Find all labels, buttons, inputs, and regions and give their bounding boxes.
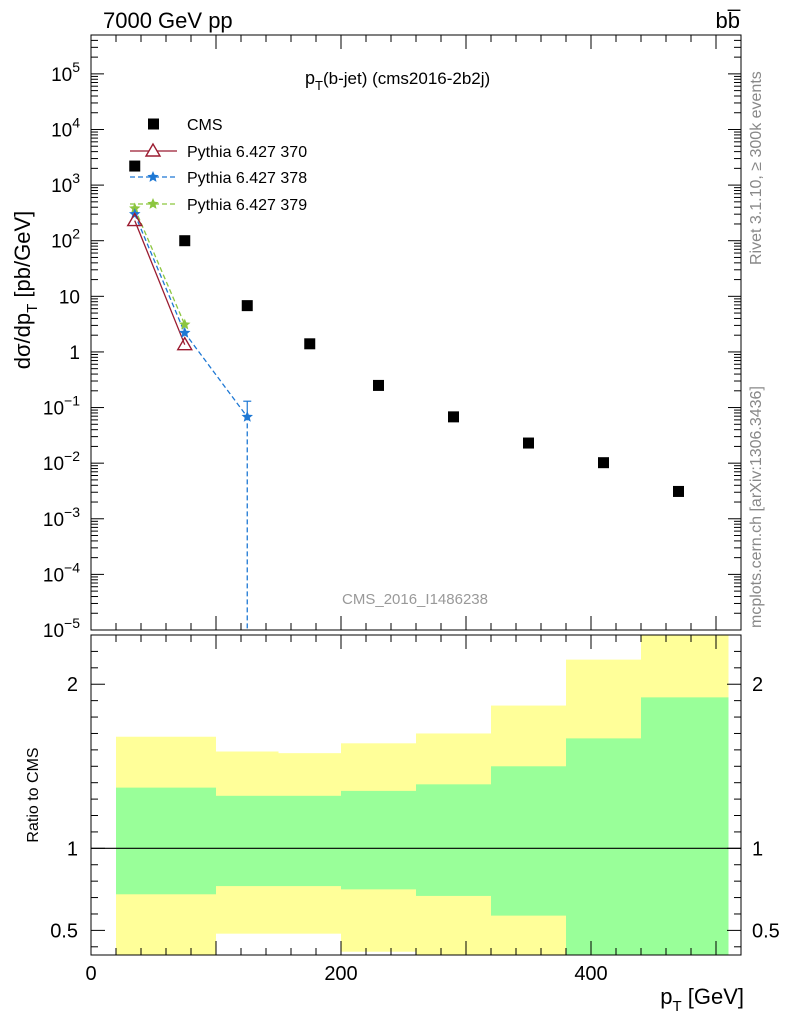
point-378 <box>241 410 253 422</box>
main-panel: 10−5 10−4 10−3 10−2 10−1 1 10 102 103 104 105 pT(b… <box>43 34 742 642</box>
y-tick-label: 10−5 <box>43 615 80 642</box>
main-series-layer <box>126 160 684 630</box>
x-tick-label: 400 <box>574 963 607 985</box>
ratio-panel: 2 2 1 1 0.5 0.5 0 200 400 Ratio to CMS <box>25 634 780 985</box>
point-378 <box>179 326 191 338</box>
y-tick-label: 10−2 <box>43 448 80 475</box>
y-tick-label: 10−1 <box>43 393 80 420</box>
energy-label: 7000 GeV pp <box>103 8 233 33</box>
point-cms <box>373 379 384 391</box>
y-tick-label: 10−4 <box>43 559 80 586</box>
legend: CMS Pythia 6.427 370 Pythia 6.427 378 Pythi… <box>130 117 307 214</box>
y-tick-label: 10−3 <box>43 504 80 531</box>
x-axis-label: pT [GeV] <box>660 984 744 1015</box>
point-370 <box>176 336 193 351</box>
legend-marker-370 <box>144 142 162 157</box>
point-cms <box>523 437 534 449</box>
ratio-y-tick-label: 0.5 <box>50 920 78 942</box>
legend-label: Pythia 6.427 379 <box>187 197 307 214</box>
point-cms <box>598 457 609 469</box>
rivet-label: Rivet 3.1.10, ≥ 300k events <box>748 71 765 265</box>
ratio-y-tick-label-right: 2 <box>752 674 763 696</box>
mcplots-label: mcplots.cern.ch [arXiv:1306.3436] <box>748 386 765 628</box>
ratio-bands <box>116 635 729 955</box>
legend-label: CMS <box>187 117 223 134</box>
legend-label: Pythia 6.427 370 <box>187 144 307 161</box>
y-tick-label: 1 <box>69 343 80 364</box>
plot-title: pT(b-jet) (cms2016-2b2j) <box>305 68 490 93</box>
ratio-y-tick-label-right: 1 <box>752 838 763 860</box>
y-tick-label: 103 <box>51 170 80 197</box>
legend-marker-379 <box>147 198 159 209</box>
ratio-band-inner <box>641 697 729 955</box>
ratio-y-label: Ratio to CMS <box>25 747 42 842</box>
point-379 <box>129 202 141 214</box>
ratio-y-axis: 2 2 1 1 0.5 0.5 <box>50 650 780 948</box>
analysis-label: CMS_2016_I1486238 <box>342 591 488 608</box>
y-tick-label: 102 <box>51 226 80 253</box>
y-axis-label: dσ/dpT [pb/GeV] <box>10 211 41 370</box>
point-cms <box>179 235 191 247</box>
ratio-band-inner <box>278 795 341 887</box>
point-cms <box>673 485 684 497</box>
series-line-379 <box>134 208 186 325</box>
series-line-370 <box>134 220 186 345</box>
point-379 <box>179 318 191 330</box>
ratio-band-inner <box>416 784 491 896</box>
ratio-y-tick-label: 2 <box>67 674 78 696</box>
point-cms <box>448 411 459 423</box>
y-tick-label: 104 <box>51 114 80 141</box>
ratio-band-inner <box>491 766 566 916</box>
point-cms <box>241 300 253 312</box>
process-label: bb̅ <box>716 8 741 33</box>
x-tick-label: 0 <box>85 963 96 985</box>
point-cms <box>304 338 316 350</box>
series-line-378 <box>134 213 248 630</box>
x-tick-label: 200 <box>324 963 357 985</box>
ratio-x-axis: 0 200 400 <box>85 635 742 985</box>
ratio-band-inner <box>341 790 416 890</box>
ratio-y-tick-label: 1 <box>67 838 78 860</box>
ratio-y-tick-label-right: 0.5 <box>752 920 780 942</box>
y-tick-label: 105 <box>51 59 80 86</box>
ratio-band-inner <box>566 738 641 955</box>
point-cms <box>129 160 141 172</box>
ratio-band-inner <box>216 795 279 887</box>
main-y-axis: 10−5 10−4 10−3 10−2 10−1 1 10 102 103 104 105 <box>43 34 741 642</box>
legend-marker-378 <box>147 171 159 182</box>
ratio-band-inner <box>116 787 216 895</box>
legend-label: Pythia 6.427 378 <box>187 170 307 187</box>
legend-marker-cms <box>148 118 159 130</box>
y-tick-label: 10 <box>59 287 80 308</box>
main-x-axis <box>90 35 742 630</box>
point-370 <box>126 212 143 227</box>
